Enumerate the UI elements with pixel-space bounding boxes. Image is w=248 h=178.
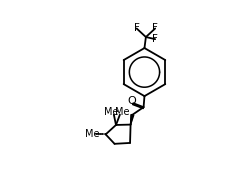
Text: F: F (152, 34, 158, 44)
Text: Me: Me (85, 129, 99, 139)
Text: Me: Me (115, 107, 130, 117)
Polygon shape (131, 115, 134, 125)
Text: O: O (127, 96, 136, 106)
Text: Me: Me (104, 107, 119, 117)
Text: F: F (152, 23, 158, 33)
Text: F: F (134, 23, 140, 33)
